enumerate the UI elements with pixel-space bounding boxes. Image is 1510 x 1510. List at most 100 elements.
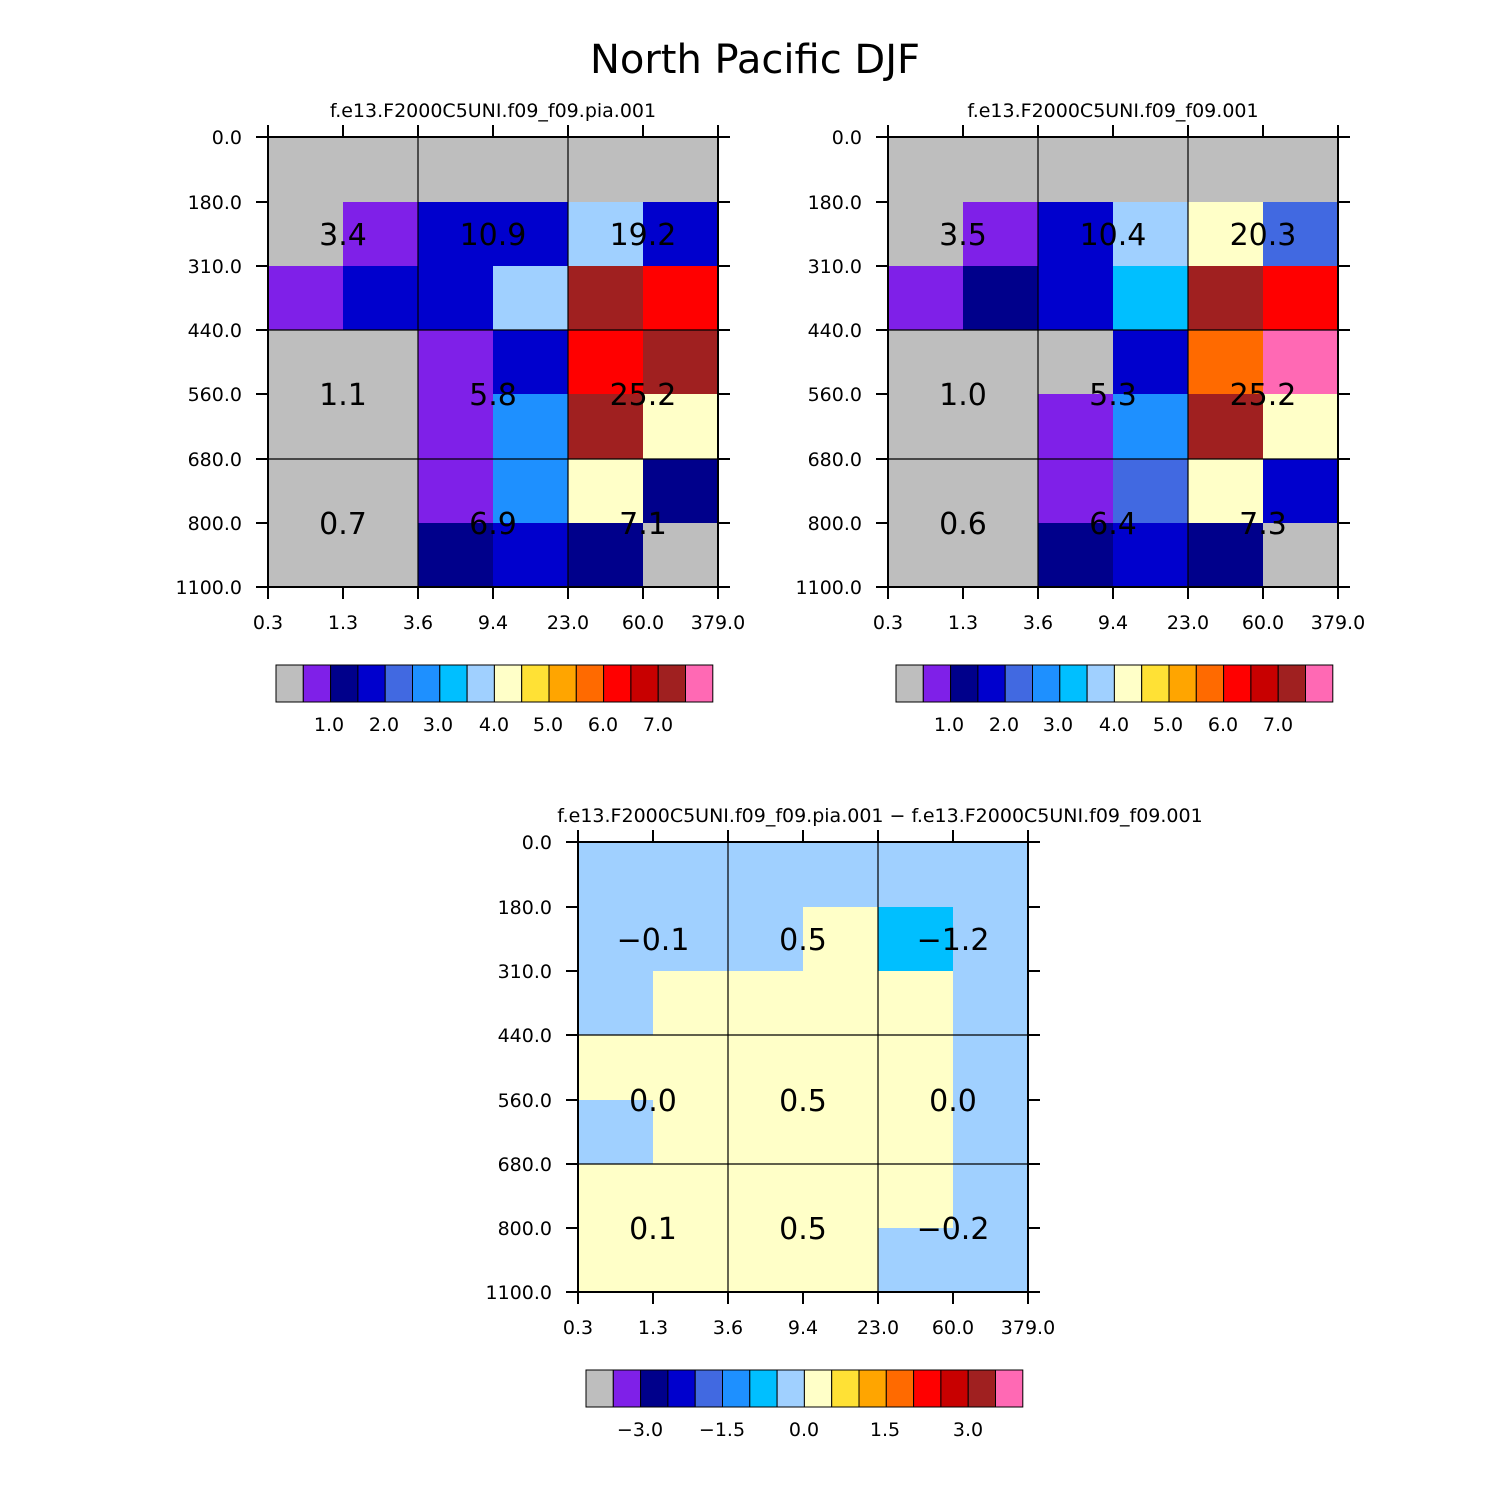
heatmap-cell [343, 266, 419, 331]
heatmap-cell [653, 971, 729, 1036]
heatmap-cell [568, 266, 644, 331]
heatmap-cell [1113, 202, 1189, 267]
heatmap-cell [1038, 523, 1114, 588]
y-tick-label: 0.0 [522, 832, 552, 854]
y-tick-label: 800.0 [498, 1218, 552, 1240]
heatmap-cell [1263, 330, 1339, 395]
heatmap-cell [888, 330, 964, 395]
colorbar-box [466, 664, 495, 703]
heatmap-cell [268, 266, 344, 331]
heatmap-cell [1038, 394, 1114, 460]
total-label: 0.5 [779, 1212, 827, 1247]
heatmap-cell [343, 137, 419, 203]
y-tick-label: 440.0 [498, 1025, 552, 1047]
heatmap-cell [878, 907, 954, 972]
heatmap-cell [1113, 523, 1189, 588]
x-tick-label: 0.3 [873, 612, 903, 634]
heatmap-cell [418, 459, 494, 524]
y-tick-label: 310.0 [808, 256, 862, 278]
heatmap-cell [268, 137, 344, 203]
heatmap-cell [1038, 202, 1114, 267]
panel-1: 0.0 180.0 310.0 440.0 560.0 680.0 800.0 1100.0 0… [176, 100, 746, 736]
total-label: −0.2 [917, 1212, 990, 1247]
x-tick-label: 9.4 [1098, 612, 1128, 634]
y-tick-label: 800.0 [808, 513, 862, 535]
y-tick-label: 1100.0 [796, 577, 862, 599]
heatmap-cell [493, 137, 569, 203]
heatmap-cell [1188, 137, 1264, 203]
heatmap-cell [803, 1035, 879, 1101]
heatmap-cell [418, 394, 494, 460]
panel-title: f.e13.F2000C5UNI.f09_f09.pia.001 − f.e13… [557, 805, 1202, 827]
total-label: 25.2 [610, 378, 677, 413]
heatmap-cell [418, 266, 494, 331]
heatmap-cell [953, 907, 1029, 972]
heatmap-cell [728, 907, 804, 972]
heatmap-cell [963, 394, 1039, 460]
heatmap-cell [643, 459, 719, 524]
colorbar-label: 1.0 [314, 714, 344, 736]
heatmap-cell [493, 266, 569, 331]
heatmap-cell [878, 1035, 954, 1101]
y-tick-label: 680.0 [498, 1154, 552, 1176]
heatmap-cell [643, 523, 719, 588]
colorbar-label: 2.0 [369, 714, 399, 736]
heatmap-cell [653, 842, 729, 908]
heatmap-cell [653, 1164, 729, 1229]
colorbar-box [575, 664, 605, 703]
colorbar-box [357, 664, 386, 703]
heatmap-cell [1188, 459, 1264, 524]
heatmap-cell [728, 971, 804, 1036]
heatmap-cell [963, 202, 1039, 267]
total-label: 7.3 [1239, 507, 1287, 542]
colorbar-label: 3.0 [423, 714, 453, 736]
colorbar-box [995, 1369, 1024, 1408]
heatmap-cell [578, 1035, 654, 1101]
heatmap-cell [953, 971, 1029, 1036]
heatmap-cell [343, 202, 419, 267]
heatmap-cell [568, 459, 644, 524]
colorbar-box [685, 664, 714, 703]
y-tick-label: 1100.0 [176, 577, 242, 599]
heatmap-cell [963, 330, 1039, 395]
colorbar-label: −1.5 [699, 1419, 745, 1441]
colorbar-label: 7.0 [1263, 714, 1293, 736]
heatmap-cell [268, 459, 344, 524]
heatmap-cell [1038, 330, 1114, 395]
heatmap-cell [493, 330, 569, 395]
total-label: 0.7 [319, 507, 367, 542]
heatmap-cell [643, 330, 719, 395]
x-tick-label: 60.0 [932, 1317, 974, 1339]
panel-2: 0.0 180.0 310.0 440.0 560.0 680.0 800.0 1100.0 0… [796, 100, 1366, 736]
x-tick-label: 379.0 [1311, 612, 1365, 634]
colorbar-box [585, 1369, 614, 1408]
heatmap-cell [268, 202, 344, 267]
heatmap-cell [888, 202, 964, 267]
colorbar-box [275, 664, 304, 703]
heatmap-cell [643, 202, 719, 267]
colorbar-box [694, 1369, 724, 1408]
total-label: 20.3 [1230, 218, 1297, 253]
total-label: 5.3 [1089, 378, 1137, 413]
colorbar-box [950, 664, 979, 703]
heatmap-cell [1263, 266, 1339, 331]
colorbar-box [967, 1369, 997, 1408]
heatmap-cell [1263, 202, 1339, 267]
heatmap-cell [493, 202, 569, 267]
total-label: 0.5 [779, 1084, 827, 1119]
heatmap-cell [418, 202, 494, 267]
heatmap-cell [578, 1100, 654, 1165]
heatmap-cell [953, 842, 1029, 908]
heatmap-cell [888, 137, 964, 203]
colorbar-box [384, 664, 414, 703]
heatmap-cell [578, 842, 654, 908]
heatmap-cell [1113, 330, 1189, 395]
colorbar-box [776, 1369, 805, 1408]
colorbar-box [913, 1369, 942, 1408]
total-label: −0.1 [617, 923, 690, 958]
heatmap-cell [1263, 459, 1339, 524]
x-tick-label: 9.4 [478, 612, 508, 634]
colorbar-box [521, 664, 550, 703]
heatmap-cell [578, 907, 654, 972]
heatmap-cell [1113, 137, 1189, 203]
